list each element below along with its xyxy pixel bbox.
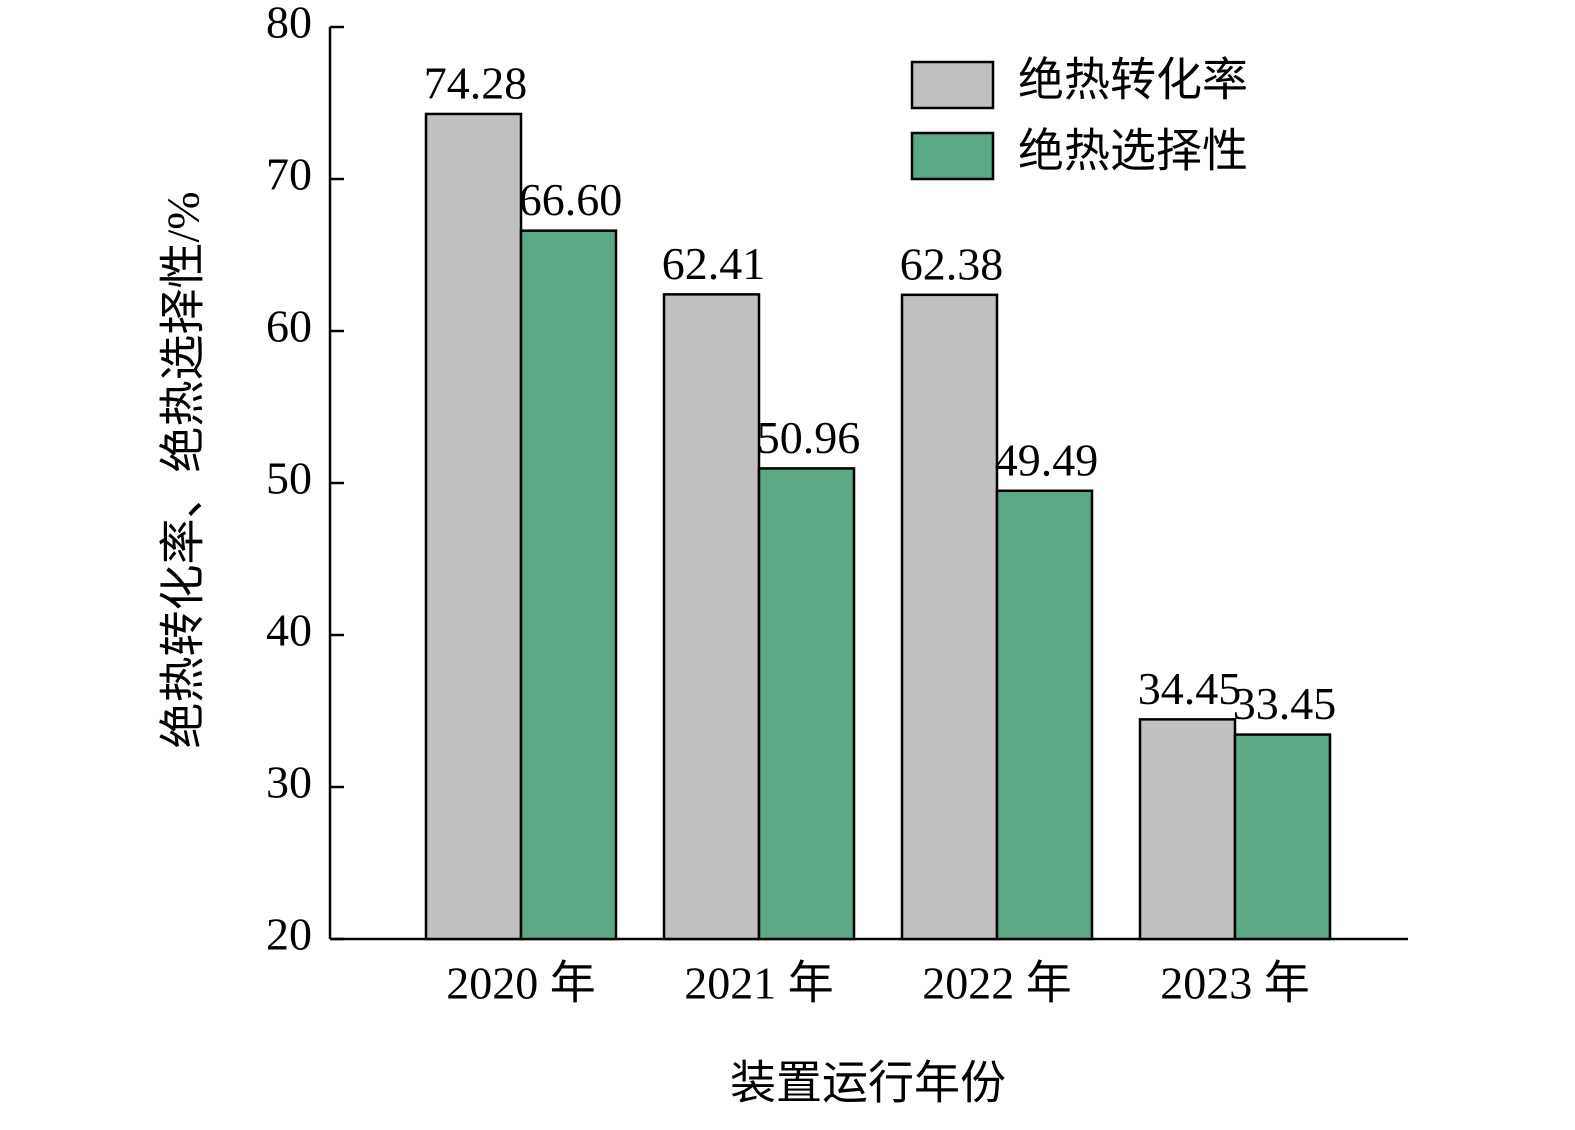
x-tick-label: 2020 年: [446, 958, 596, 1009]
legend-swatch: [910, 131, 995, 181]
value-label: 34.45: [1138, 663, 1242, 714]
value-label: 62.38: [900, 238, 1004, 289]
bar: [757, 467, 856, 941]
value-label: 49.49: [995, 434, 1099, 485]
value-label: 74.28: [424, 58, 528, 109]
y-axis-title: 绝热转化率、绝热选择性/%: [158, 191, 209, 748]
y-tick-label: 70: [266, 149, 312, 200]
x-tick-label: 2021 年: [684, 958, 834, 1009]
bar: [900, 293, 999, 941]
y-tick-label: 80: [266, 0, 312, 48]
bar: [1233, 733, 1332, 941]
bar: [1138, 718, 1237, 941]
value-label: 50.96: [757, 412, 861, 463]
y-tick-label: 20: [266, 909, 312, 960]
y-tick-label: 40: [266, 605, 312, 656]
bar: [519, 229, 618, 941]
legend-label: 绝热选择性: [1018, 126, 1248, 177]
x-axis-title: 装置运行年份: [730, 1058, 1006, 1109]
bar: [995, 489, 1094, 941]
value-label: 62.41: [662, 238, 766, 289]
x-tick-label: 2023 年: [1160, 958, 1310, 1009]
value-label: 33.45: [1233, 678, 1337, 729]
legend-label: 绝热转化率: [1018, 55, 1248, 106]
y-tick-label: 30: [266, 757, 312, 808]
bar: [424, 112, 523, 941]
y-tick-label: 50: [266, 453, 312, 504]
x-tick-label: 2022 年: [922, 958, 1072, 1009]
value-label: 66.60: [519, 174, 623, 225]
y-tick-label: 60: [266, 301, 312, 352]
legend-swatch: [910, 60, 995, 110]
bar: [662, 293, 761, 941]
